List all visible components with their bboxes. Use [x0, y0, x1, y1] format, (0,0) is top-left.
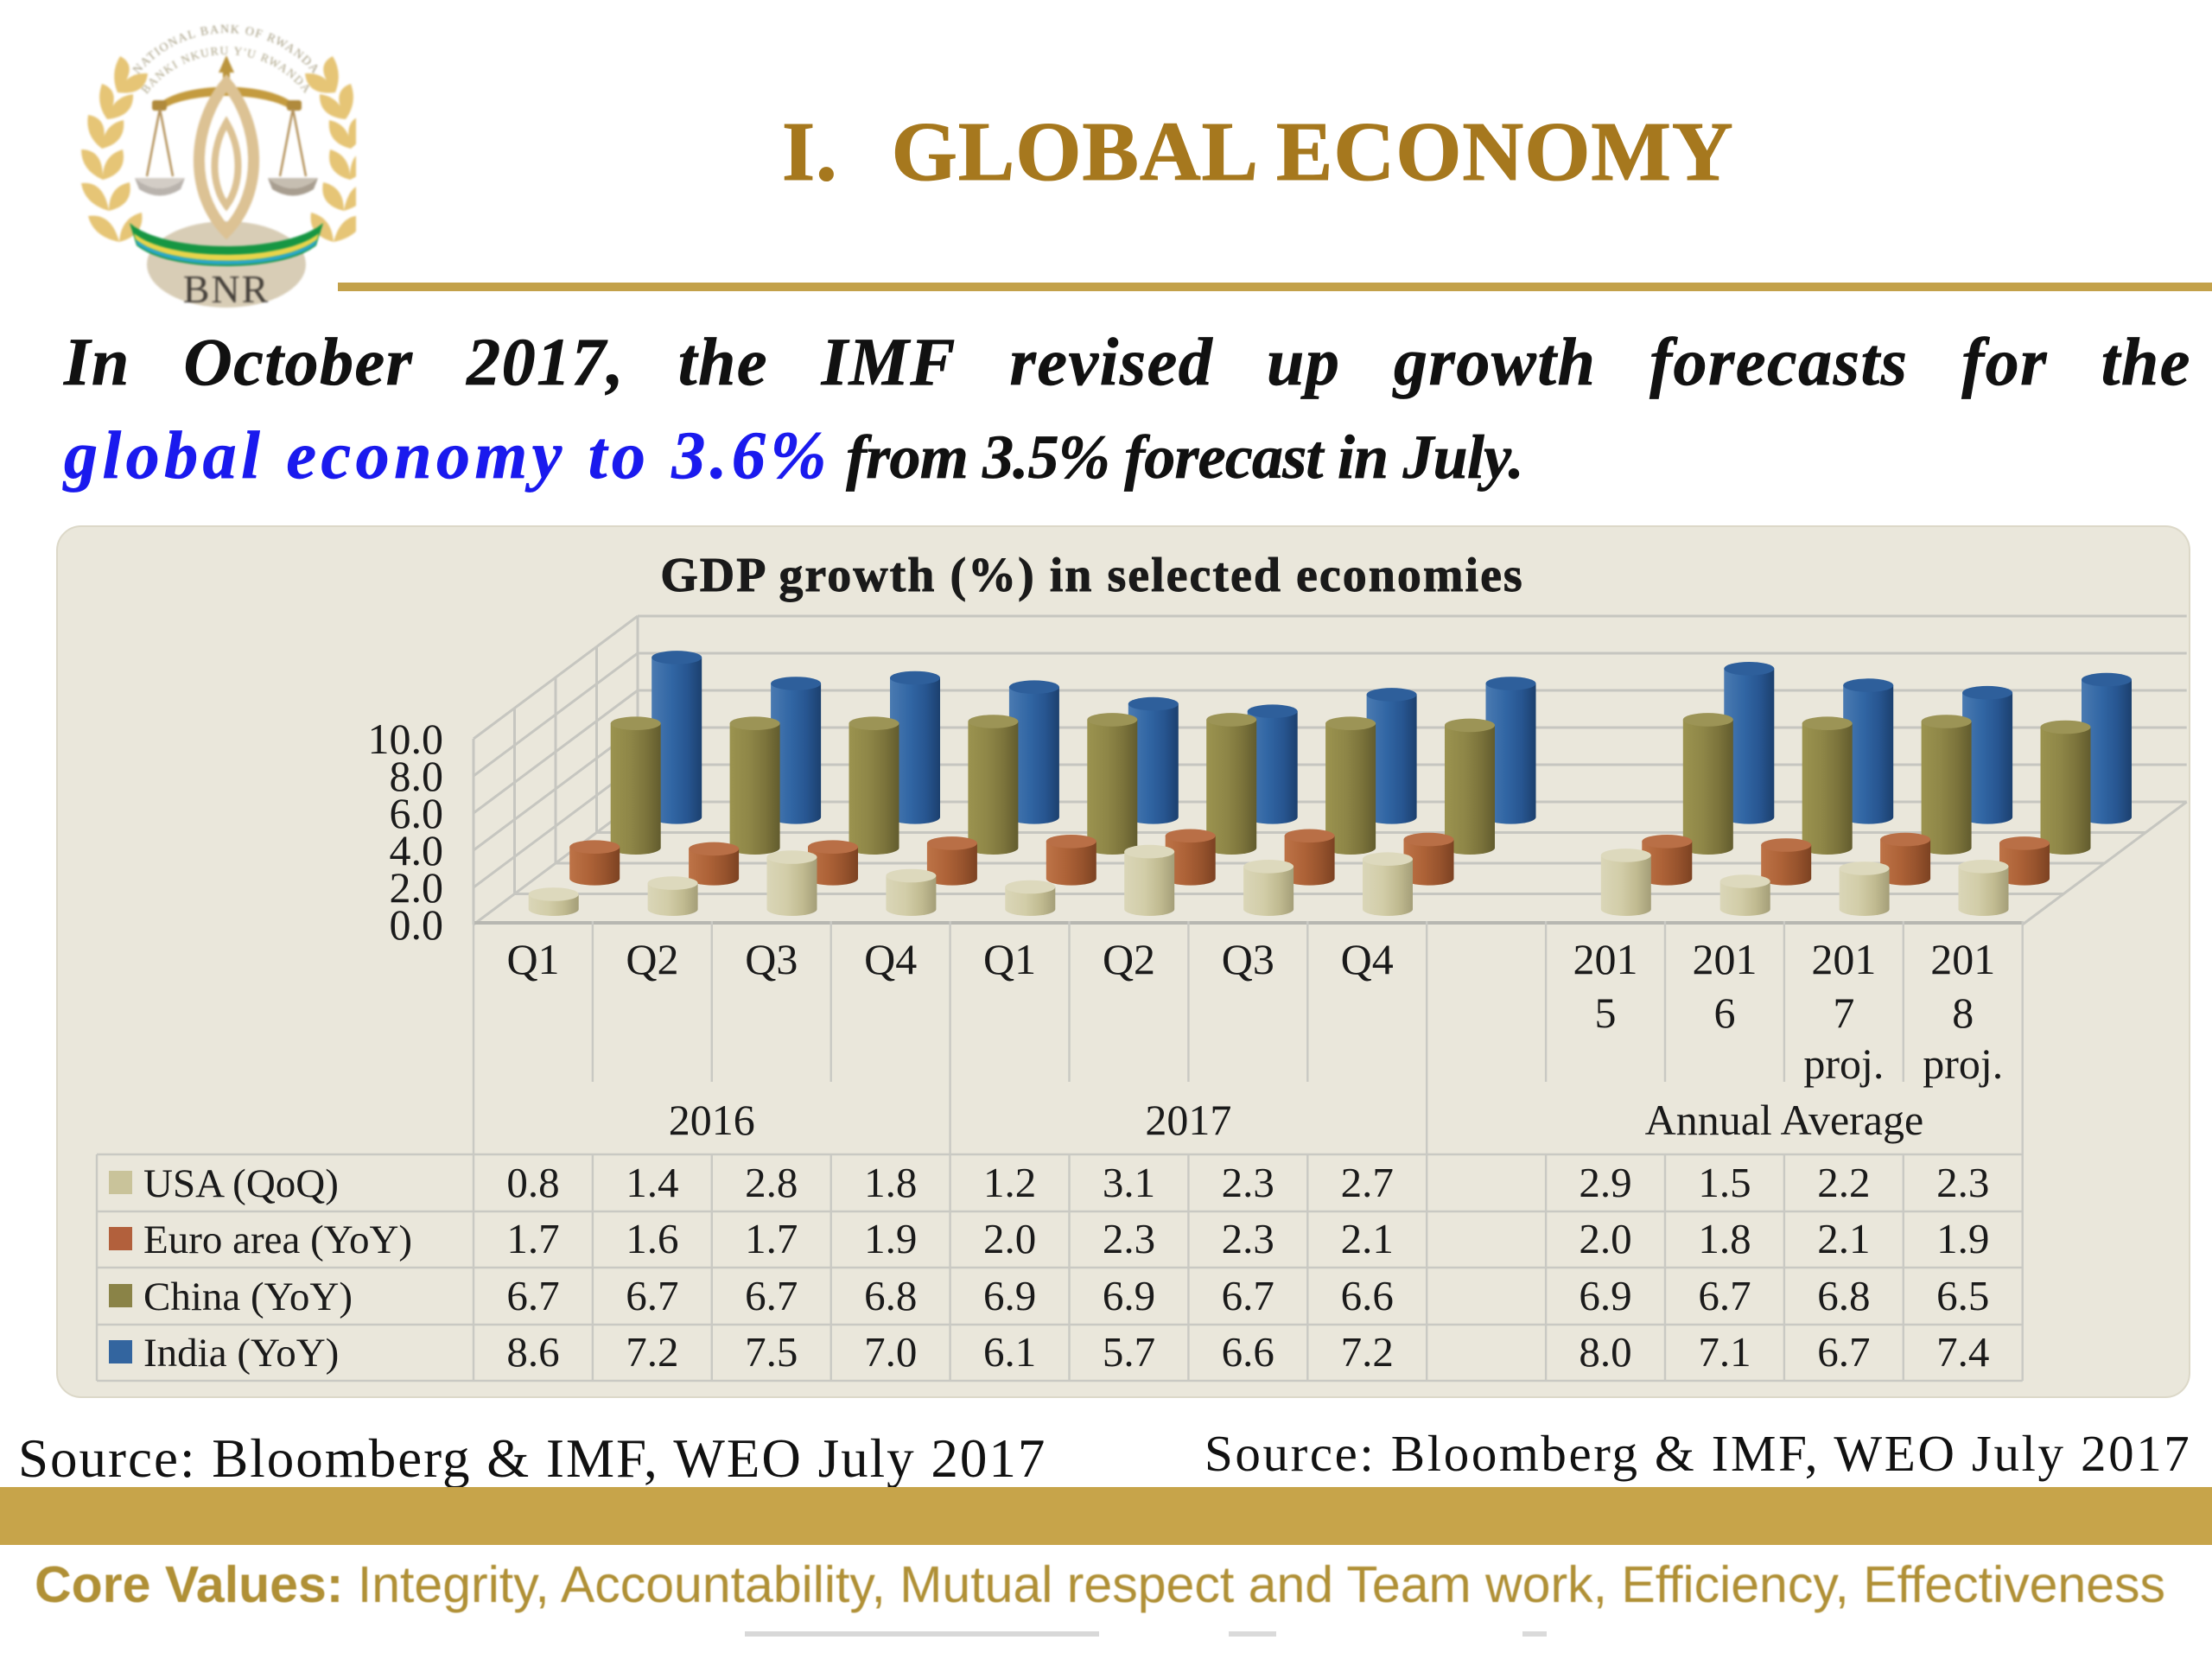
svg-text:USA (QoQ): USA (QoQ): [143, 1161, 339, 1206]
svg-text:1.9: 1.9: [1936, 1215, 1989, 1262]
svg-text:China (YoY): China (YoY): [143, 1274, 353, 1319]
svg-text:proj.: proj.: [1803, 1039, 1884, 1088]
svg-text:1.7: 1.7: [506, 1215, 559, 1262]
svg-text:6.9: 6.9: [1103, 1272, 1155, 1319]
svg-text:7: 7: [1833, 988, 1854, 1037]
svg-text:7.1: 7.1: [1698, 1328, 1751, 1376]
svg-text:6.7: 6.7: [626, 1272, 678, 1319]
svg-text:2.7: 2.7: [1341, 1159, 1394, 1206]
svg-text:Q1: Q1: [506, 935, 559, 983]
svg-text:6.9: 6.9: [983, 1272, 1036, 1319]
svg-text:2.1: 2.1: [1341, 1215, 1394, 1262]
svg-text:8.0: 8.0: [390, 752, 444, 800]
svg-text:8.6: 8.6: [506, 1328, 559, 1376]
svg-text:Annual Average: Annual Average: [1645, 1096, 1924, 1144]
svg-text:Q2: Q2: [1103, 935, 1155, 983]
svg-text:6.6: 6.6: [1341, 1272, 1394, 1319]
svg-text:10.0: 10.0: [368, 715, 444, 763]
svg-text:201: 201: [1811, 935, 1876, 983]
svg-text:201: 201: [1693, 935, 1758, 983]
svg-text:2.3: 2.3: [1222, 1159, 1274, 1206]
svg-text:6.8: 6.8: [864, 1272, 917, 1319]
svg-text:6.0: 6.0: [390, 789, 444, 837]
svg-text:201: 201: [1930, 935, 1995, 983]
svg-text:1.4: 1.4: [626, 1159, 678, 1206]
svg-text:6.9: 6.9: [1579, 1272, 1631, 1319]
svg-text:2.1: 2.1: [1817, 1215, 1870, 1262]
svg-text:6.7: 6.7: [1817, 1328, 1870, 1376]
svg-text:201: 201: [1573, 935, 1638, 983]
svg-text:1.8: 1.8: [1698, 1215, 1751, 1262]
svg-text:8.0: 8.0: [1579, 1328, 1631, 1376]
svg-text:1.6: 1.6: [626, 1215, 678, 1262]
svg-text:Euro area (YoY): Euro area (YoY): [143, 1217, 412, 1262]
svg-text:Q4: Q4: [864, 935, 917, 983]
svg-text:1.9: 1.9: [864, 1215, 917, 1262]
svg-text:Q2: Q2: [626, 935, 678, 983]
svg-text:7.2: 7.2: [1341, 1328, 1394, 1376]
svg-text:2.0: 2.0: [983, 1215, 1036, 1262]
svg-text:2.3: 2.3: [1103, 1215, 1155, 1262]
svg-text:4.0: 4.0: [390, 826, 444, 874]
svg-text:6.7: 6.7: [506, 1272, 559, 1319]
svg-text:Q1: Q1: [983, 935, 1036, 983]
svg-text:2.3: 2.3: [1936, 1159, 1989, 1206]
svg-text:proj.: proj.: [1923, 1039, 2003, 1088]
svg-text:2016: 2016: [669, 1096, 755, 1144]
svg-text:6.8: 6.8: [1817, 1272, 1870, 1319]
svg-text:2.8: 2.8: [745, 1159, 798, 1206]
svg-text:1.7: 1.7: [745, 1215, 798, 1262]
svg-text:2.0: 2.0: [390, 863, 444, 912]
svg-text:Q3: Q3: [1222, 935, 1274, 983]
svg-text:India (YoY): India (YoY): [143, 1331, 339, 1376]
svg-text:Q4: Q4: [1341, 935, 1394, 983]
svg-text:3.1: 3.1: [1103, 1159, 1155, 1206]
svg-text:7.5: 7.5: [745, 1328, 798, 1376]
svg-text:7.2: 7.2: [626, 1328, 678, 1376]
svg-text:2.0: 2.0: [1579, 1215, 1631, 1262]
svg-text:GDP growth (%) in selected eco: GDP growth (%) in selected economies: [660, 549, 1523, 602]
svg-text:8: 8: [1952, 988, 1974, 1037]
svg-text:BNR: BNR: [183, 267, 270, 311]
svg-text:7.0: 7.0: [864, 1328, 917, 1376]
svg-text:6.5: 6.5: [1936, 1272, 1989, 1319]
svg-text:1.8: 1.8: [864, 1159, 917, 1206]
svg-text:1.2: 1.2: [983, 1159, 1036, 1206]
svg-text:6: 6: [1714, 988, 1736, 1037]
svg-text:5.7: 5.7: [1103, 1328, 1155, 1376]
svg-text:6.7: 6.7: [1222, 1272, 1274, 1319]
svg-text:0.0: 0.0: [390, 900, 444, 949]
svg-text:7.4: 7.4: [1936, 1328, 1989, 1376]
svg-text:1.5: 1.5: [1698, 1159, 1751, 1206]
svg-text:5: 5: [1595, 988, 1617, 1037]
svg-text:2017: 2017: [1145, 1096, 1231, 1144]
svg-text:6.7: 6.7: [1698, 1272, 1751, 1319]
svg-text:6.1: 6.1: [983, 1328, 1036, 1376]
svg-text:2.2: 2.2: [1817, 1159, 1870, 1206]
svg-text:2.3: 2.3: [1222, 1215, 1274, 1262]
svg-text:0.8: 0.8: [506, 1159, 559, 1206]
svg-text:6.7: 6.7: [745, 1272, 798, 1319]
svg-text:2.9: 2.9: [1579, 1159, 1631, 1206]
svg-text:Q3: Q3: [745, 935, 798, 983]
svg-text:6.6: 6.6: [1222, 1328, 1274, 1376]
